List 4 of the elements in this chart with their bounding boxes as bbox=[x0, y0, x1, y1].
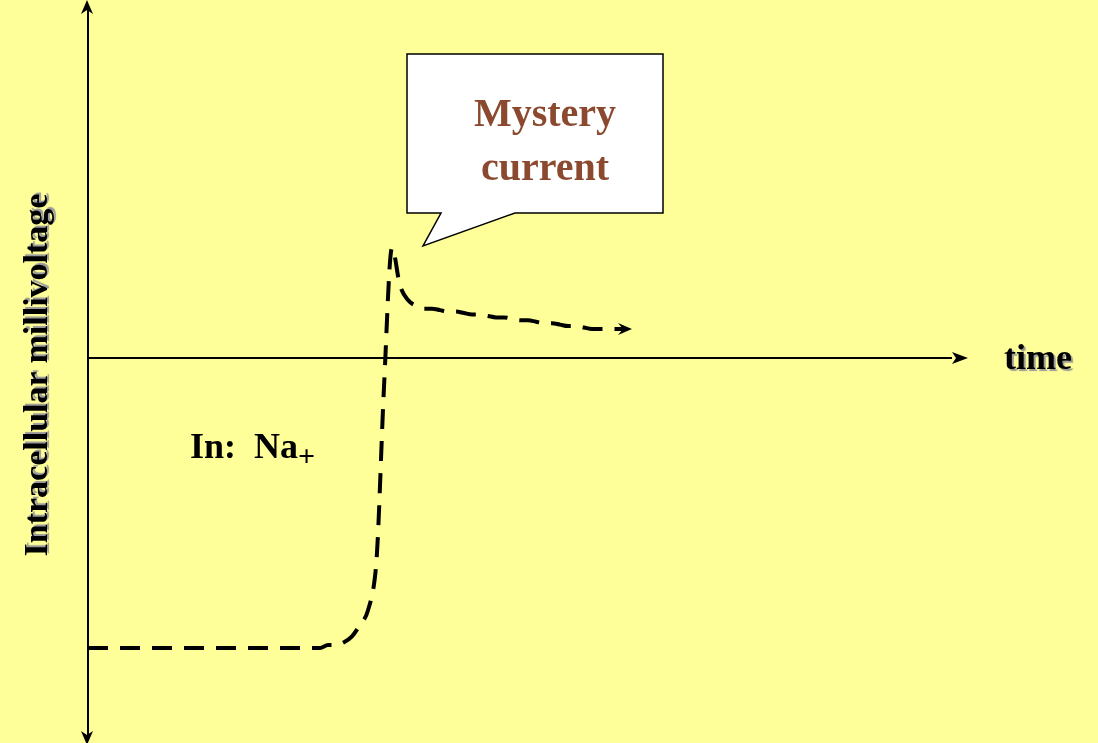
x-axis-title: time bbox=[1004, 336, 1072, 378]
annotation: In: Na$_{+}$ bbox=[190, 425, 316, 474]
text: Mystery current bbox=[472, 89, 618, 191]
y-axis-title: Intracellular millivoltage bbox=[17, 193, 55, 557]
